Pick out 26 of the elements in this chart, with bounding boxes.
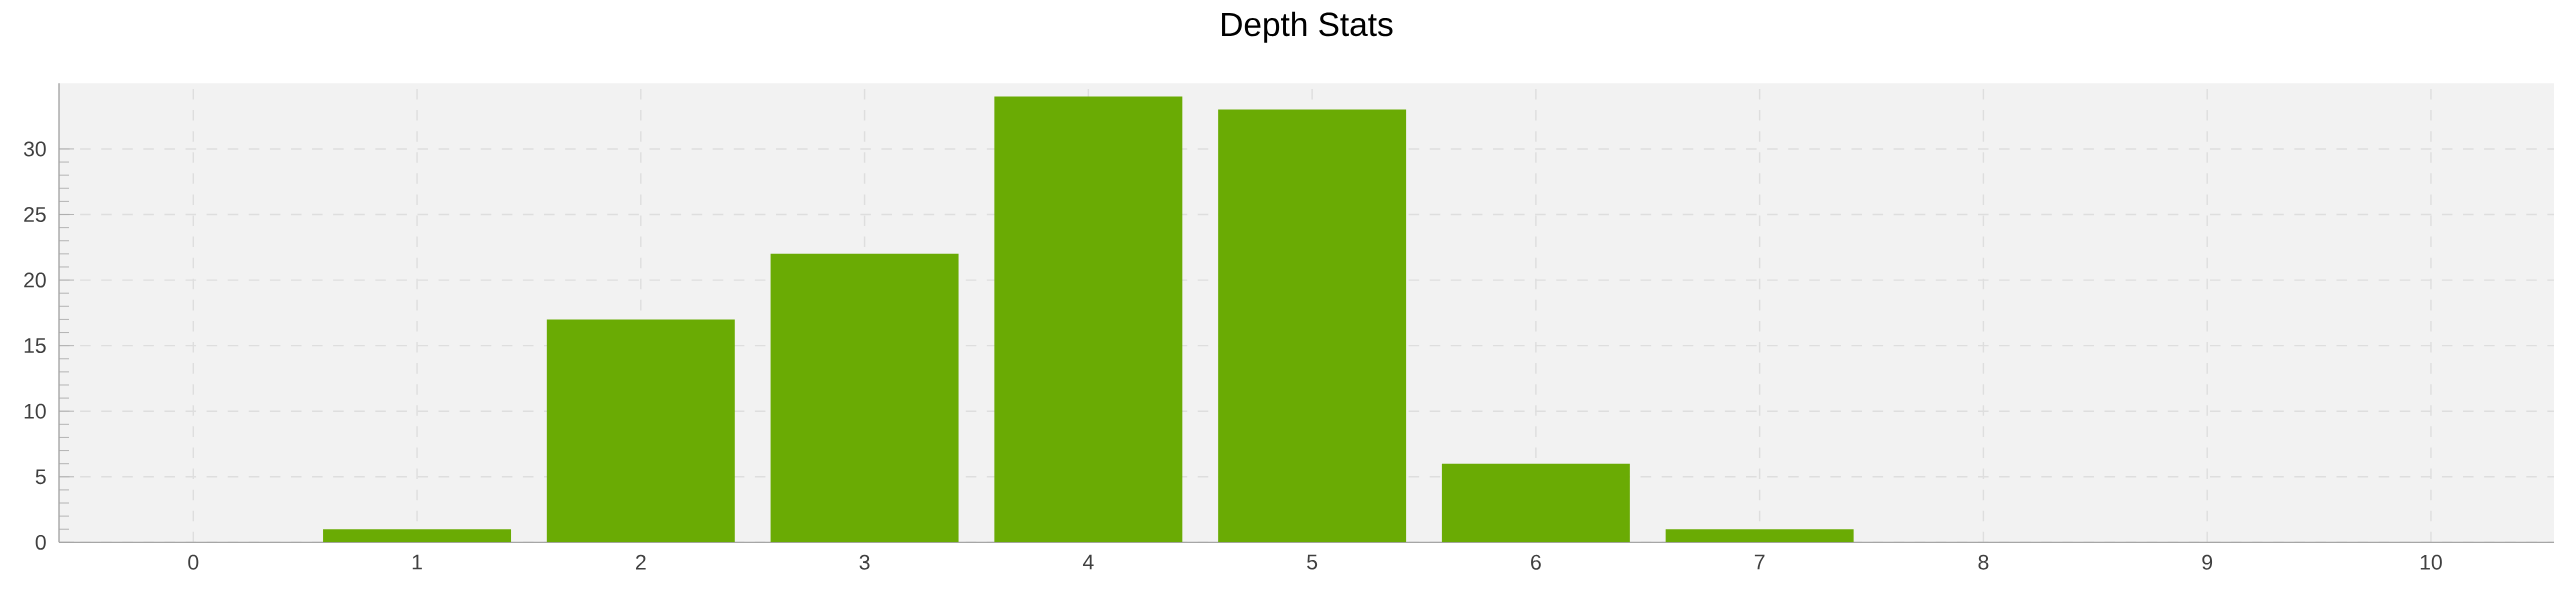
bar — [1218, 109, 1407, 543]
y-tick-label: 10 — [24, 403, 46, 419]
y-tick-label: 25 — [24, 206, 46, 222]
y-tick-label: 5 — [35, 469, 46, 484]
y-tick-label: 20 — [24, 272, 46, 288]
y-tick-label: 15 — [24, 338, 46, 353]
bar — [994, 96, 1183, 543]
x-tick-label: 2 — [636, 554, 646, 570]
bar — [1441, 463, 1630, 543]
x-tick-label: 1 — [412, 554, 422, 570]
x-tick-label: 3 — [859, 554, 870, 570]
x-tick-label: 4 — [1082, 554, 1094, 570]
x-tick-label: 8 — [1978, 554, 1989, 570]
chart-title: Depth Stats — [1222, 11, 1393, 43]
bar — [546, 319, 735, 543]
bar — [323, 529, 512, 543]
x-tick-label: 5 — [1307, 554, 1318, 570]
y-tick-label: 0 — [35, 534, 46, 550]
x-tick-label: 6 — [1531, 554, 1541, 570]
bar — [1665, 529, 1854, 543]
x-tick-label: 9 — [2202, 554, 2213, 570]
bar — [770, 253, 959, 543]
x-tick-label: 7 — [1754, 554, 1765, 570]
x-tick-label: 10 — [2420, 554, 2442, 570]
y-tick-label: 30 — [23, 141, 46, 157]
x-tick-label: 0 — [188, 554, 199, 570]
